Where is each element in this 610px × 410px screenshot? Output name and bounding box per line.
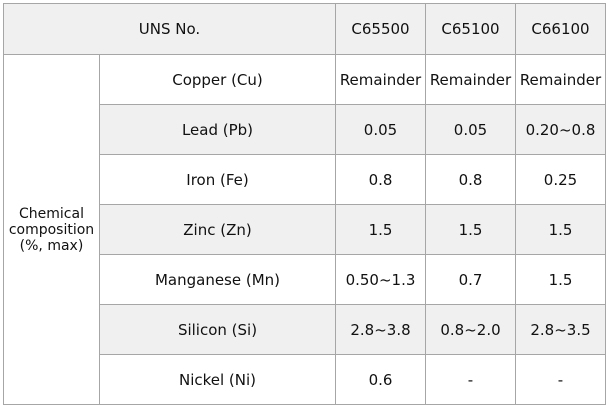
value-cell: 1.5: [425, 204, 516, 255]
data-row: Lead (Pb) 0.05 0.05 0.20~0.8: [4, 104, 606, 155]
header-row: UNS No. C65500 C65100 C66100: [3, 3, 606, 55]
row-label: Nickel (Ni): [99, 354, 336, 405]
value-cell: 0.6: [335, 354, 426, 405]
header-cell: UNS No.: [3, 3, 336, 55]
composition-table: UNS No. C65500 C65100 C66100 Chemical co…: [3, 3, 606, 405]
value-cell: Remainder: [515, 54, 606, 105]
data-row: Zinc (Zn) 1.5 1.5 1.5: [4, 204, 606, 255]
row-label: Iron (Fe): [99, 154, 336, 205]
data-row: Nickel (Ni) 0.6- -: [4, 354, 606, 405]
value-cell: 0.20~0.8: [515, 104, 606, 155]
value-cell: -: [425, 354, 516, 405]
row-label: Manganese (Mn): [99, 254, 336, 305]
header-cell: C66100: [515, 3, 606, 55]
header-cell: C65100: [425, 3, 516, 55]
value-cell: Remainder: [425, 54, 516, 105]
value-cell: 0.05: [425, 104, 516, 155]
value-cell: 2.8~3.8: [335, 304, 426, 355]
data-row: Manganese (Mn) 0.50~1.3 0.7 1.5: [4, 254, 606, 305]
value-cell: 1.5: [515, 254, 606, 305]
data-row: Silicon (Si) 2.8~3.8 0.8~2.0 2.8~3.5: [4, 304, 606, 355]
row-label: Silicon (Si): [99, 304, 336, 355]
value-cell: 1.5: [515, 204, 606, 255]
value-cell: 0.8: [425, 154, 516, 205]
data-row: Chemical composition (%, max) Copper (Cu)…: [3, 54, 606, 405]
value-cell: 0.8~2.0: [425, 304, 516, 355]
row-label: Zinc (Zn): [99, 204, 336, 255]
value-cell: 0.05: [335, 104, 426, 155]
table-body: UNS No. C65500 C65100 C66100 Chemical co…: [3, 3, 606, 405]
value-cell: 0.8: [335, 154, 426, 205]
group-label: Chemical composition (%, max): [3, 54, 100, 405]
value-cell: Remainder: [335, 54, 426, 105]
value-cell: 2.8~3.5: [515, 304, 606, 355]
row-label: Lead (Pb): [99, 104, 336, 155]
value-cell: 1.5: [335, 204, 426, 255]
value-cell: 0.7: [425, 254, 516, 305]
data-row: Iron (Fe) 0.8 0.8 0.25: [4, 154, 606, 205]
value-cell: 0.25: [515, 154, 606, 205]
row-label: Copper (Cu): [99, 54, 336, 105]
header-cell: C65500: [335, 3, 426, 55]
value-cell: 0.50~1.3: [335, 254, 426, 305]
value-cell: -: [515, 354, 606, 405]
